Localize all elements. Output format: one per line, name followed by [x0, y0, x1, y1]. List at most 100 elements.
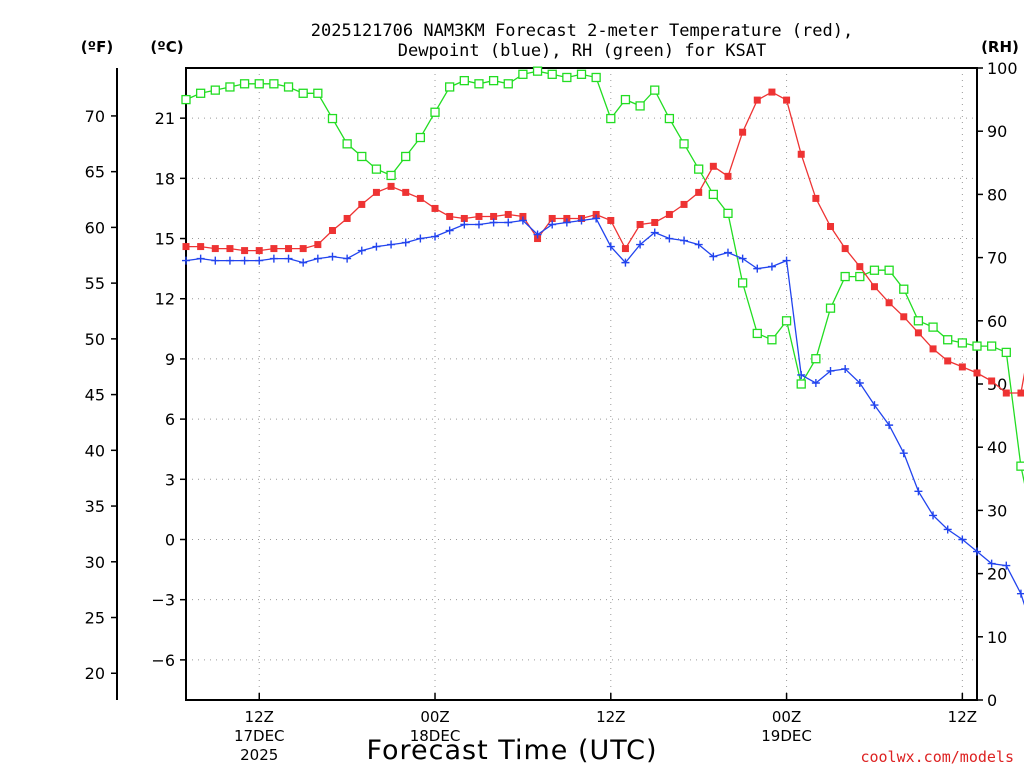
rh-point [723, 208, 733, 219]
2-meter-temperature-point [929, 345, 937, 353]
time-tick-label: 12Z [245, 708, 274, 726]
dewpoint-point [650, 228, 659, 237]
2-meter-temperature-point [197, 243, 205, 251]
2-meter-temperature-point [768, 88, 776, 96]
rh-point [576, 69, 587, 79]
dewpoint-point [885, 421, 894, 430]
dewpoint-point [489, 218, 498, 227]
chart-title-line2: Dewpoint (blue), RH (green) for KSAT [398, 41, 766, 61]
dewpoint-point [841, 364, 850, 373]
dewpoint-point [269, 254, 278, 263]
dewpoint-point [182, 256, 190, 265]
dewpoint-point [709, 252, 718, 261]
fahrenheit-tick-label: 55 [85, 274, 105, 293]
dewpoint-point [196, 254, 205, 263]
2-meter-temperature-point [211, 245, 219, 253]
dewpoint-point [606, 242, 615, 251]
rh-point [913, 316, 924, 326]
dewpoint-point [225, 256, 234, 265]
2-meter-temperature-point [841, 245, 849, 253]
rh-point [650, 85, 660, 95]
rh-point [269, 79, 279, 89]
2-meter-temperature-point [783, 96, 791, 104]
2-meter-temperature-point [241, 247, 249, 255]
dewpoint-point [782, 256, 791, 265]
dewpoint-point [870, 401, 879, 410]
rh-series [181, 66, 1024, 484]
rh-tick-label: 0 [987, 691, 997, 710]
rh-point [679, 139, 689, 149]
dewpoint-point [211, 256, 220, 265]
rh-point [811, 354, 821, 364]
2-meter-temperature-point [607, 216, 615, 224]
celsius-axis-ticks: −6 −3 0 3 6 9 12 15 18 21 [151, 109, 186, 670]
dewpoint-point [943, 525, 952, 534]
2-meter-temperature-point [460, 214, 468, 222]
rh-point [532, 66, 543, 76]
dewpoint-point [401, 238, 410, 247]
2-meter-temperature-point [695, 188, 703, 196]
2-meter-temperature-point [958, 363, 966, 371]
fahrenheit-tick-label: 25 [85, 609, 105, 628]
dewpoint-point [636, 240, 645, 249]
dewpoint-point [973, 547, 981, 556]
2-meter-temperature-point [328, 227, 336, 235]
dewpoint-point [723, 248, 732, 257]
dewpoint-point [431, 232, 440, 241]
rh-point [547, 69, 557, 79]
rh-point [488, 75, 499, 86]
dewpoint-point [826, 366, 835, 375]
celsius-tick-label: 3 [165, 470, 175, 489]
fahrenheit-tick-label: 40 [85, 441, 105, 460]
rh-point [591, 72, 601, 83]
celsius-tick-label: 6 [165, 410, 175, 429]
rh-tick-label: 40 [987, 438, 1007, 457]
celsius-tick-label: −6 [151, 651, 175, 670]
2-meter-temperature-point [870, 283, 878, 291]
2-meter-temperature-point [387, 182, 395, 190]
dewpoint-point [313, 254, 322, 263]
rh-point [781, 316, 792, 326]
celsius-tick-label: 12 [155, 290, 175, 309]
rh-point [752, 328, 762, 339]
celsius-tick-label: 21 [155, 109, 175, 128]
2-meter-temperature-point [797, 150, 805, 158]
dewpoint-point [284, 254, 293, 263]
rh-point [298, 88, 308, 98]
2-meter-temperature-point [270, 245, 278, 253]
rh-point [401, 151, 411, 162]
rh-point [430, 107, 440, 117]
rh-point [899, 284, 909, 294]
rh-point [1016, 461, 1024, 471]
dewpoint-point [357, 246, 366, 255]
2-meter-temperature-point [519, 212, 527, 220]
2-meter-temperature-point [753, 96, 761, 104]
2-meter-temperature-point [372, 188, 380, 196]
2-meter-temperature-point [548, 214, 556, 222]
rh-point [283, 82, 294, 92]
2-meter-temperature-point [446, 212, 454, 220]
year-tick-label: 2025 [240, 746, 278, 764]
2-meter-temperature-point [665, 210, 673, 218]
2-meter-temperature-point [343, 214, 351, 222]
2-meter-temperature-point [534, 235, 542, 243]
rh-point [855, 271, 865, 282]
dewpoint-point [753, 264, 762, 273]
rh-point [415, 132, 426, 143]
dewpoint-series [182, 214, 1024, 606]
2-meter-temperature-point [314, 241, 322, 249]
dewpoint-point [504, 218, 513, 227]
dewpoint-point [665, 234, 674, 243]
2-meter-temperature-point [358, 200, 366, 208]
rh-point [386, 170, 396, 181]
time-tick-label: 12Z [948, 708, 977, 726]
rh-point [225, 82, 235, 92]
dewpoint-point [445, 226, 454, 235]
celsius-tick-label: −3 [151, 591, 175, 610]
dewpoint-point [855, 378, 864, 387]
2-meter-temperature-point [885, 299, 893, 307]
2-meter-temperature-point [621, 245, 629, 253]
dewpoint-point [343, 254, 352, 263]
2-meter-temperature-point [856, 263, 864, 271]
dewpoint-point [299, 258, 308, 267]
